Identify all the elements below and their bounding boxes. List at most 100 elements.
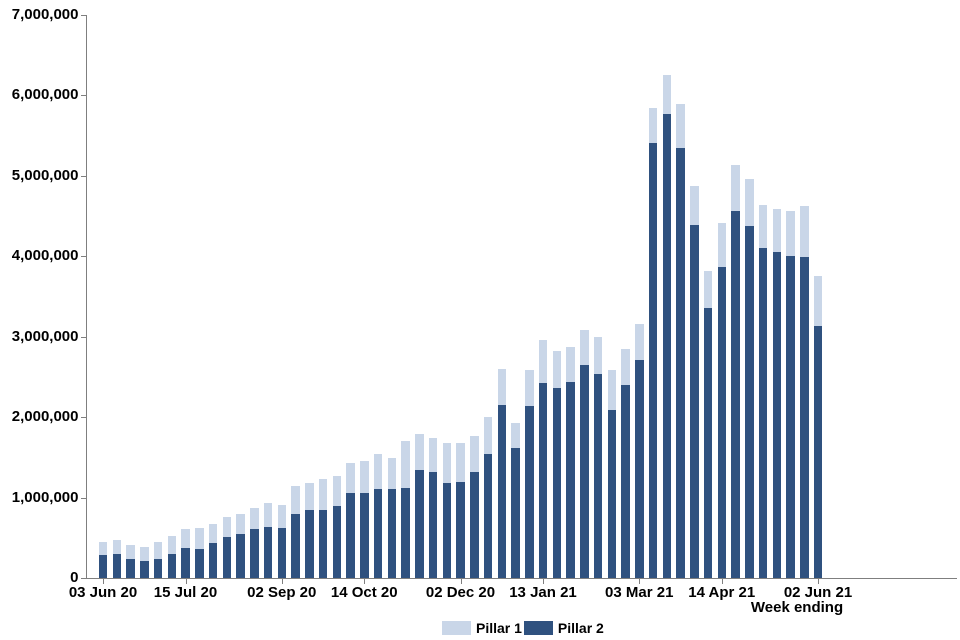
bar-pillar2-segment	[621, 384, 630, 578]
x-axis-label: 03 Mar 21	[605, 584, 674, 601]
bar-pillar1-segment	[511, 423, 520, 449]
bar-pillar2-segment	[566, 381, 575, 578]
x-axis-label: 13 Jan 21	[509, 584, 577, 601]
bar-pillar2-segment	[511, 448, 520, 578]
bar-pillar1-segment	[662, 74, 671, 114]
y-axis-label: 2,000,000	[11, 408, 79, 425]
y-tick	[80, 95, 86, 96]
bar-pillar1-segment	[126, 545, 135, 560]
bar-pillar2-segment	[167, 553, 176, 578]
bar-pillar2-segment	[731, 210, 740, 578]
bar-pillar2-segment	[428, 472, 438, 578]
bar-pillar1-segment	[401, 441, 410, 488]
bar-pillar2-segment	[662, 113, 671, 578]
bar-pillar2-segment	[98, 555, 108, 578]
bar-pillar2-segment	[126, 559, 135, 578]
bar-pillar2-segment	[813, 325, 823, 578]
x-axis-label: 14 Oct 20	[330, 584, 398, 601]
legend-swatch-pillar1	[442, 621, 471, 635]
bar-pillar1-segment	[442, 442, 451, 483]
bar-pillar2-segment	[140, 561, 149, 578]
bar-pillar1-segment	[552, 350, 561, 389]
bar-pillar1-segment	[690, 185, 699, 225]
legend: Pillar 1 Pillar 2	[442, 620, 606, 636]
bar-pillar2-segment	[263, 527, 273, 578]
bar-pillar2-segment	[318, 509, 328, 578]
bar-pillar1-segment	[786, 210, 795, 256]
bar-pillar2-segment	[291, 514, 300, 578]
legend-label-pillar2: Pillar 2	[557, 620, 604, 636]
bar-pillar2-segment	[250, 528, 259, 578]
x-axis-label: 15 Jul 20	[153, 584, 218, 601]
bar-pillar2-segment	[580, 365, 589, 578]
bar-pillar2-segment	[181, 547, 190, 578]
y-axis-label: 5,000,000	[11, 166, 79, 184]
bar-pillar2-segment	[236, 533, 245, 578]
bar-pillar1-segment	[208, 524, 218, 543]
bar-pillar2-segment	[470, 471, 479, 578]
y-tick	[80, 256, 86, 257]
bar-pillar1-segment	[181, 528, 190, 548]
bar-pillar2-segment	[153, 558, 163, 578]
x-tick	[818, 579, 819, 584]
y-axis-label: 7,000,000	[11, 5, 79, 23]
legend-swatch-pillar2	[523, 621, 553, 635]
bar-pillar1-segment	[291, 486, 300, 514]
bar-pillar2-segment	[607, 410, 616, 578]
bar-pillar2-segment	[538, 383, 548, 578]
bar-pillar1-segment	[621, 349, 630, 385]
y-tick	[80, 14, 86, 16]
bar-pillar1-segment	[758, 204, 768, 248]
bar-pillar1-segment	[525, 369, 534, 407]
x-axis-label: 02 Sep 20	[247, 584, 317, 601]
bar-pillar1-segment	[456, 443, 465, 483]
y-axis-label: 3,000,000	[11, 327, 79, 345]
y-axis-label: 6,000,000	[11, 86, 79, 103]
bar-pillar1-segment	[277, 504, 286, 529]
x-tick	[639, 579, 641, 584]
bar-pillar2-segment	[401, 487, 410, 578]
bar-pillar2-segment	[346, 493, 355, 578]
y-axis-line	[85, 14, 87, 578]
bar-pillar2-segment	[745, 225, 754, 578]
x-axis-label: 02 Dec 20	[425, 584, 496, 601]
x-axis-label: 03 Jun 20	[68, 584, 138, 601]
x-tick	[103, 579, 104, 584]
y-axis-label: 0	[70, 569, 79, 586]
bar-pillar1-segment	[717, 222, 726, 267]
x-tick	[721, 579, 723, 584]
bar-pillar2-segment	[277, 528, 286, 578]
bar-pillar1-segment	[635, 324, 644, 361]
bar-pillar1-segment	[415, 433, 424, 471]
bar-pillar2-segment	[786, 255, 795, 578]
bar-pillar1-segment	[676, 104, 685, 148]
x-axis-line	[85, 578, 957, 579]
bar-pillar1-segment	[593, 336, 603, 375]
bar-pillar2-segment	[305, 510, 314, 578]
bar-pillar2-segment	[373, 488, 383, 578]
y-tick	[80, 175, 86, 177]
bar-pillar2-segment	[800, 257, 809, 578]
y-tick	[80, 578, 86, 579]
bar-pillar2-segment	[717, 266, 726, 578]
bar-pillar1-segment	[153, 542, 163, 559]
bar-pillar1-segment	[250, 507, 259, 529]
y-axis-label: 4,000,000	[11, 247, 79, 264]
bar-pillar1-segment	[305, 482, 314, 511]
bar-pillar2-segment	[483, 454, 493, 578]
bar-pillar2-segment	[676, 147, 685, 578]
bar-pillar2-segment	[222, 536, 231, 578]
bar-pillar2-segment	[208, 542, 218, 578]
bar-pillar1-segment	[813, 275, 823, 326]
bar-pillar1-segment	[318, 478, 328, 510]
x-tick	[543, 579, 544, 584]
bar-pillar1-segment	[745, 179, 754, 226]
bar-pillar1-segment	[346, 462, 355, 494]
bar-pillar1-segment	[332, 475, 341, 507]
bar-pillar2-segment	[525, 406, 534, 578]
bar-pillar2-segment	[415, 470, 424, 578]
bar-pillar2-segment	[360, 493, 369, 578]
bar-pillar1-segment	[538, 340, 548, 384]
bar-pillar2-segment	[195, 549, 204, 578]
bar-pillar1-segment	[195, 528, 204, 549]
